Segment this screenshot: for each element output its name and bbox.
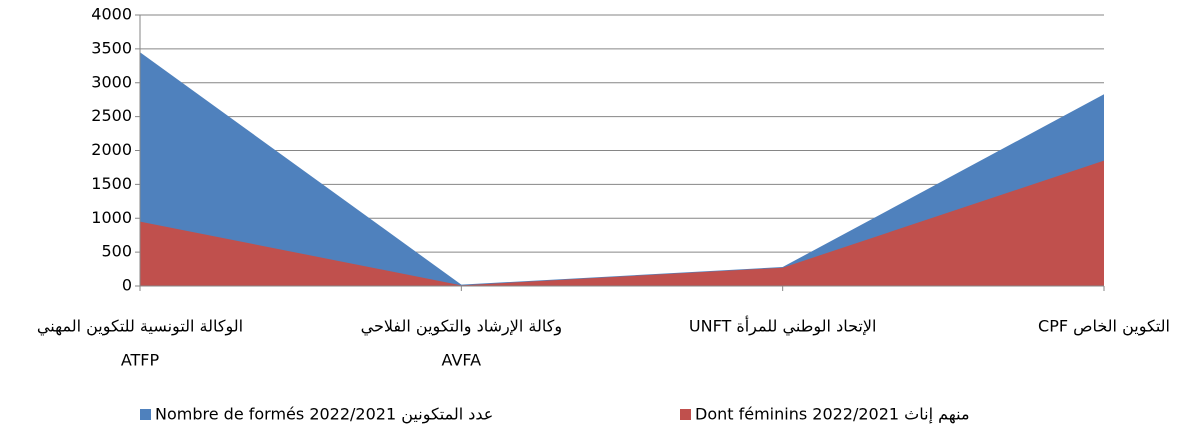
legend-label: Nombre de formés 2022/2021 عدد المتكونين <box>155 405 493 425</box>
area <box>140 160 1104 286</box>
x-tick-label: الوكالة التونسية للتكوين المهني <box>37 317 243 337</box>
y-tick-label: 3000 <box>91 72 132 91</box>
x-tick-label: وكالة الإرشاد والتكوين الفلاحي <box>361 317 562 337</box>
y-tick-label: 3500 <box>91 38 132 57</box>
area <box>140 52 1104 287</box>
y-tick-label: 2500 <box>91 106 132 125</box>
y-tick-label: 2000 <box>91 140 132 159</box>
y-tick-label: 4000 <box>91 5 132 24</box>
x-tick-label: AVFA <box>442 351 482 370</box>
legend-swatch <box>140 409 151 420</box>
x-tick-label: التكوين الخاص CPF <box>1038 317 1170 337</box>
legend-swatch <box>680 409 691 420</box>
y-tick-label: 500 <box>101 242 132 261</box>
legend-label: منهم إناث Dont féminins 2022/2021 <box>695 405 970 425</box>
x-tick-label: الإتحاد الوطني للمرأة UNFT <box>689 316 877 337</box>
y-tick-label: 1000 <box>91 208 132 227</box>
y-tick-label: 1500 <box>91 174 132 193</box>
y-tick-label: 0 <box>122 276 132 295</box>
x-tick-label: ATFP <box>121 351 160 370</box>
